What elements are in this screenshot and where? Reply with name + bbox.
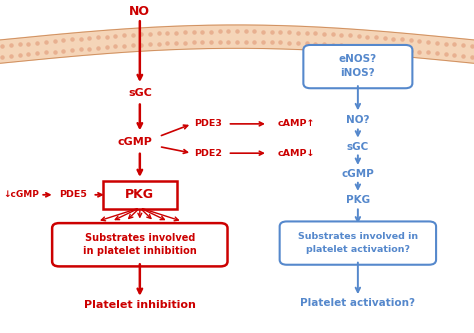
Text: Platelet inhibition: Platelet inhibition <box>84 300 196 310</box>
Text: Substrates involved in: Substrates involved in <box>298 232 418 241</box>
Text: PDE3: PDE3 <box>195 119 222 129</box>
FancyBboxPatch shape <box>280 221 436 265</box>
FancyBboxPatch shape <box>103 181 177 209</box>
Text: ↓cGMP: ↓cGMP <box>3 190 39 199</box>
Text: platelet activation?: platelet activation? <box>306 244 410 254</box>
FancyBboxPatch shape <box>52 223 228 266</box>
Text: iNOS?: iNOS? <box>340 68 375 78</box>
Text: cAMP↑: cAMP↑ <box>277 119 315 129</box>
Text: Platelet activation?: Platelet activation? <box>301 298 415 308</box>
Text: PKG: PKG <box>125 188 155 201</box>
Text: in platelet inhibition: in platelet inhibition <box>83 246 197 256</box>
Text: Substrates involved: Substrates involved <box>85 233 195 243</box>
Text: cGMP: cGMP <box>341 169 374 179</box>
Text: NO: NO <box>129 5 150 18</box>
Text: eNOS?: eNOS? <box>339 54 377 64</box>
Text: PDE5: PDE5 <box>60 190 87 199</box>
Text: cGMP: cGMP <box>118 137 153 147</box>
Text: PDE2: PDE2 <box>194 149 223 158</box>
Text: sGC: sGC <box>347 142 369 152</box>
Text: PKG: PKG <box>346 195 370 205</box>
Text: sGC: sGC <box>128 88 152 98</box>
FancyBboxPatch shape <box>303 45 412 88</box>
Text: NO?: NO? <box>346 115 370 125</box>
Text: cAMP↓: cAMP↓ <box>277 149 315 158</box>
